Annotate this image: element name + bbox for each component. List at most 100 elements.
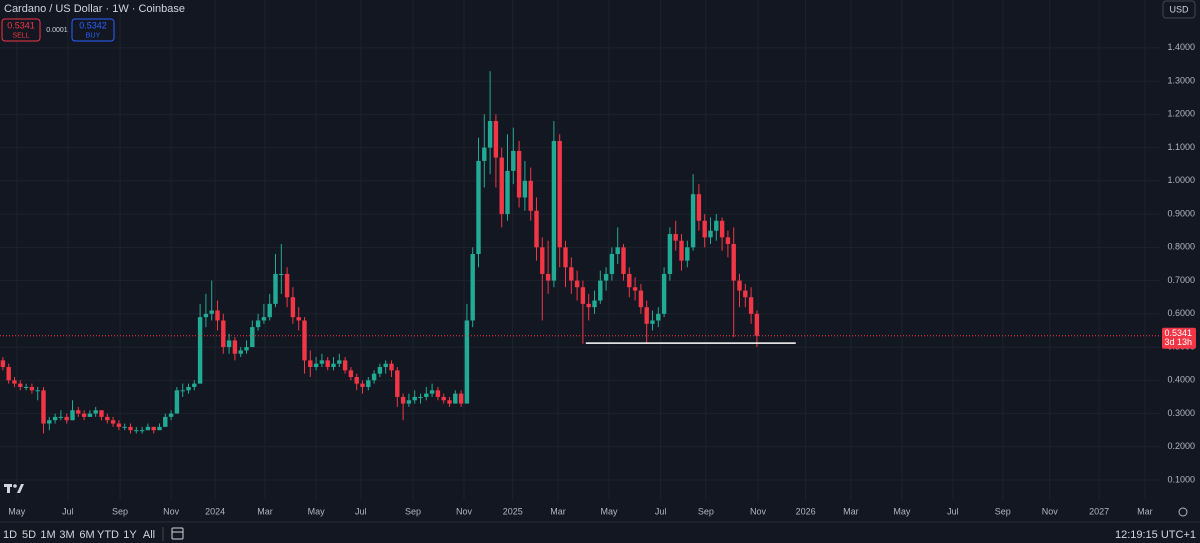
candle-body	[35, 390, 40, 392]
candle-body	[418, 396, 423, 398]
candle-body	[215, 310, 220, 321]
candle-body	[690, 194, 696, 248]
range-button[interactable]: 3M	[59, 529, 74, 541]
candle-body	[81, 413, 87, 417]
candle-body	[551, 140, 557, 281]
logo	[4, 484, 24, 493]
candle-body	[545, 273, 551, 281]
candle-body	[371, 373, 377, 381]
candle-body	[319, 360, 325, 364]
sell-label[interactable]: SELL	[12, 32, 29, 39]
candle-body	[470, 253, 475, 321]
candle-body	[435, 390, 441, 397]
candle-body	[708, 230, 713, 238]
candle-body	[540, 247, 545, 274]
range-button[interactable]: 5D	[22, 529, 36, 541]
x-tick-label: May	[600, 506, 618, 516]
y-tick-label: 1.1000	[1167, 142, 1195, 152]
candle-body	[151, 426, 156, 431]
candle-body	[493, 121, 499, 158]
candle-body	[267, 303, 272, 318]
candle-body	[673, 234, 678, 241]
candle-body	[476, 160, 481, 254]
buy-label[interactable]: BUY	[86, 32, 101, 39]
x-tick-label: Sep	[698, 506, 714, 516]
candle-body	[192, 383, 197, 387]
candle-body	[609, 253, 615, 274]
candle-body	[592, 300, 597, 308]
candle-body	[93, 410, 98, 414]
buy-price[interactable]: 0.5342	[79, 20, 107, 30]
currency[interactable]: USD	[1169, 4, 1189, 14]
candle-body	[406, 400, 412, 404]
candle-body	[209, 310, 214, 314]
calendar-icon[interactable]	[171, 527, 184, 540]
candle-body	[557, 140, 562, 248]
symbol-title: Cardano / US Dollar · 1W · Coinbase	[4, 3, 185, 15]
candle-body	[458, 393, 464, 404]
candle-body	[203, 313, 209, 318]
sell-button[interactable]	[1, 18, 41, 42]
candle-body	[447, 400, 452, 404]
candle-body	[6, 367, 11, 381]
grid: 0.10000.20000.30000.40000.50000.60000.70…	[0, 0, 1195, 516]
candle-body	[18, 383, 23, 387]
range-button[interactable]: 6M	[79, 529, 94, 541]
candle-body	[134, 430, 139, 432]
range-button[interactable]: 1M	[40, 529, 55, 541]
candle-body	[377, 367, 383, 374]
candle-body	[656, 313, 661, 321]
x-tick-label: Mar	[843, 506, 859, 516]
candle-body	[714, 220, 719, 231]
settings-icon[interactable]	[1178, 507, 1188, 517]
candle-body	[528, 180, 533, 211]
candle-body	[337, 360, 342, 364]
candle-body	[429, 390, 435, 394]
range-button[interactable]: All	[143, 529, 155, 541]
candle-body	[482, 147, 487, 161]
candle-body	[180, 390, 185, 392]
countdown-label: 3d 13h	[1164, 337, 1192, 347]
candle-body	[650, 320, 655, 324]
candle-body	[603, 273, 609, 281]
candle-body	[615, 247, 620, 254]
x-tick-label: Nov	[163, 506, 180, 516]
range-button[interactable]: 1D	[3, 529, 17, 541]
candle-body	[250, 327, 255, 348]
range-button[interactable]: 1Y	[123, 529, 137, 541]
x-tick-label: 2026	[796, 506, 816, 516]
y-tick-label: 0.6000	[1167, 308, 1195, 318]
x-tick-label: Sep	[995, 506, 1011, 516]
buy-button[interactable]	[71, 18, 115, 42]
x-tick-label: Nov	[750, 506, 767, 516]
x-tick-label: 2027	[1089, 506, 1109, 516]
candle-body	[47, 420, 52, 424]
sell-price[interactable]: 0.5341	[7, 20, 35, 30]
candle-body	[685, 247, 690, 261]
candle-body	[453, 393, 458, 404]
candle-body	[87, 413, 93, 417]
range-button[interactable]: YTD	[97, 529, 119, 541]
candle-body	[679, 240, 684, 261]
candle-body	[128, 426, 133, 431]
candle-body	[441, 396, 446, 401]
candle-body	[563, 247, 568, 268]
candle-body	[569, 267, 574, 281]
y-tick-label: 0.8000	[1167, 242, 1195, 252]
candle-body	[464, 320, 470, 404]
candle-body	[116, 423, 122, 427]
candle-body	[719, 220, 725, 238]
candle-body	[284, 273, 290, 298]
candles	[0, 71, 760, 434]
candle-body	[621, 247, 626, 274]
currency-button[interactable]	[1162, 0, 1196, 19]
y-tick-label: 0.3000	[1167, 408, 1195, 418]
candle-body	[424, 393, 429, 397]
candle-body	[574, 280, 580, 288]
candle-body	[0, 360, 6, 368]
candle-body	[174, 390, 180, 414]
y-tick-label: 0.1000	[1167, 474, 1195, 484]
candle-body	[325, 360, 330, 368]
candle-body	[400, 396, 406, 404]
